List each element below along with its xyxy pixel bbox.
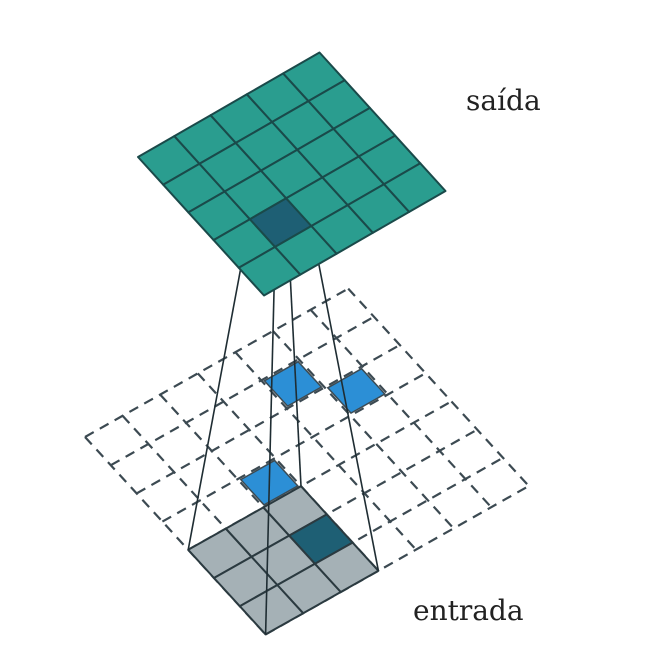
input-grid-col-line bbox=[347, 287, 530, 487]
input-grid-col-line bbox=[309, 309, 493, 508]
output-grid bbox=[137, 51, 447, 297]
projection-line bbox=[187, 219, 251, 550]
input-grid-row-line bbox=[84, 287, 349, 438]
inserted-cell bbox=[326, 367, 386, 415]
output-cell bbox=[383, 162, 447, 213]
projection-line bbox=[264, 246, 276, 635]
input-grid-col-line bbox=[234, 351, 417, 551]
projection-line bbox=[310, 225, 380, 571]
inserted-cell bbox=[263, 360, 323, 408]
output-label: saída bbox=[466, 84, 541, 117]
input-label: entrada bbox=[413, 594, 524, 627]
input-grid-col-line bbox=[272, 330, 455, 530]
